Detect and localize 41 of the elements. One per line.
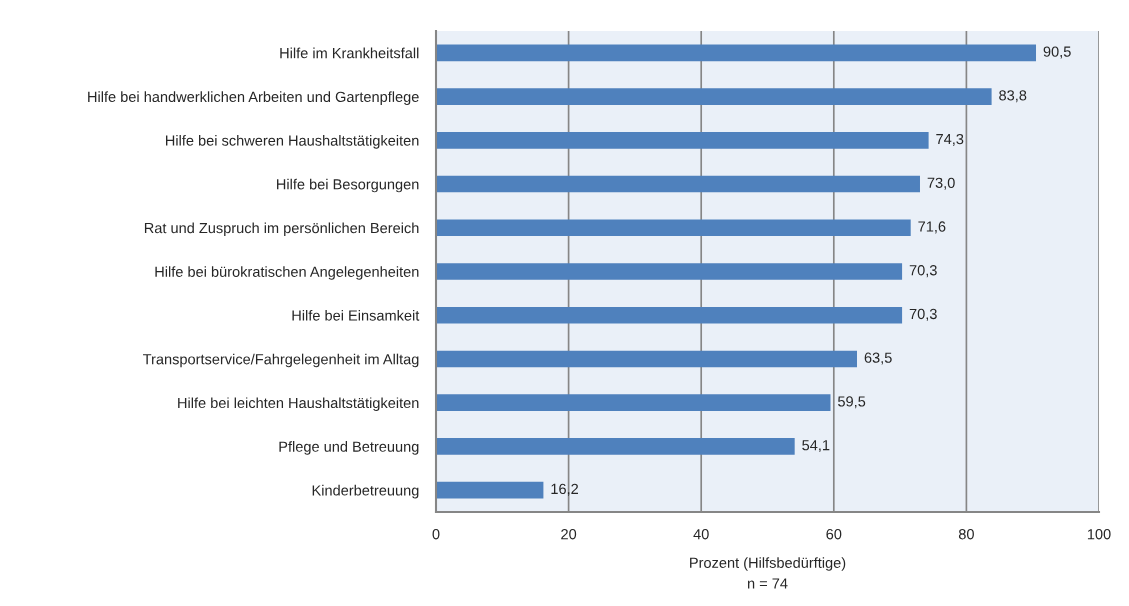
data-label: 83,8 <box>999 90 1027 103</box>
x-tick-label: 100 <box>1087 529 1111 540</box>
y-tick-label: Hilfe bei handwerklichen Arbeiten und Gartenpflege <box>88 91 419 105</box>
bar <box>436 438 795 455</box>
x-tick-label: 60 <box>826 529 842 540</box>
bar <box>436 350 857 368</box>
data-label: 54,1 <box>802 440 830 453</box>
data-label: 59,5 <box>838 396 866 409</box>
bar <box>436 481 544 499</box>
x-tick-label: 20 <box>561 529 577 540</box>
y-tick-label: Hilfe bei Besorgungen <box>277 178 419 193</box>
x-tick-label: 80 <box>958 529 974 540</box>
bar <box>436 132 929 149</box>
data-label: 71,6 <box>918 221 946 234</box>
y-tick-label: Kinderbetreuung <box>312 484 419 499</box>
x-tick-label: 0 <box>432 529 440 540</box>
y-tick-label: Hilfe im Krankheitsfall <box>280 47 419 59</box>
y-tick-label: Hilfe bei bürokratischen Angelegenheiten <box>155 266 419 280</box>
text: n = 74 <box>747 578 788 589</box>
data-label: 63,5 <box>864 352 892 365</box>
data-label: 73,0 <box>927 177 955 190</box>
bar <box>436 306 903 324</box>
bar <box>436 263 903 280</box>
x-tick-label: 40 <box>693 529 709 540</box>
data-label: 70,3 <box>909 308 937 321</box>
y-tick-label: Pflege und Betreuung <box>279 441 419 455</box>
data-label: 74,3 <box>936 133 964 146</box>
y-tick-label: Transportservice/Fahrgelegenheit im Alltag <box>143 353 419 368</box>
y-tick-label: Hilfe bei Einsamkeit <box>292 309 420 321</box>
bar <box>436 88 992 105</box>
bar <box>436 44 1037 62</box>
data-label: 70,3 <box>909 265 937 278</box>
bar <box>436 175 920 193</box>
x-axis-title: Prozent (Hilfsbedürftige) <box>690 557 846 571</box>
y-tick-label: Rat und Zuspruch im persönlichen Bereich <box>144 222 419 237</box>
bar <box>436 394 831 411</box>
bar <box>436 219 911 237</box>
y-tick-label: Hilfe bei leichten Haushaltstätigkeiten <box>178 397 419 411</box>
data-label: 90,5 <box>1043 46 1071 59</box>
y-tick-label: Hilfe bei schweren Haushaltstätigkeiten <box>166 135 419 149</box>
data-label: 16,2 <box>551 483 578 496</box>
